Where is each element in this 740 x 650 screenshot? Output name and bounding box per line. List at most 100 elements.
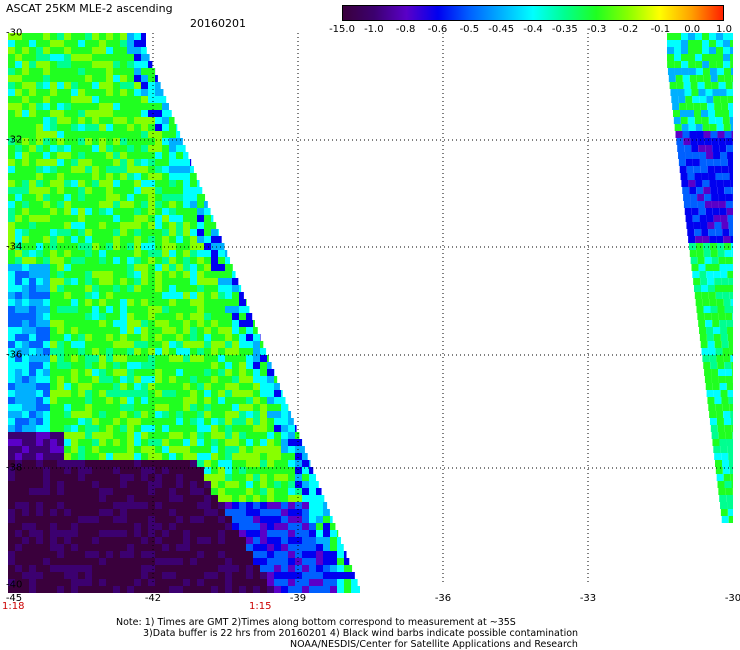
swath-cell bbox=[302, 558, 309, 565]
swath-cell bbox=[183, 208, 190, 215]
swath-cell bbox=[22, 481, 29, 488]
swath-cell bbox=[302, 488, 309, 495]
swath-cell bbox=[197, 299, 204, 306]
swath-cell bbox=[253, 474, 260, 481]
swath-cell bbox=[120, 257, 127, 264]
swath-cell bbox=[120, 124, 127, 131]
swath-cell bbox=[57, 565, 64, 572]
swath-cell bbox=[120, 292, 127, 299]
swath-cell bbox=[344, 565, 351, 572]
swath-cell bbox=[50, 194, 57, 201]
swath-cell bbox=[106, 33, 113, 40]
swath-cell bbox=[92, 103, 99, 110]
swath-cell bbox=[85, 159, 92, 166]
swath-cell bbox=[134, 579, 141, 586]
swath-cell bbox=[71, 54, 78, 61]
swath-cell bbox=[169, 481, 176, 488]
swath-cell bbox=[71, 278, 78, 285]
swath-cell bbox=[15, 145, 22, 152]
swath-cell bbox=[169, 236, 176, 243]
swath-cell bbox=[15, 523, 22, 530]
swath-cell bbox=[316, 551, 323, 558]
swath-cell bbox=[204, 369, 211, 376]
swath-cell bbox=[176, 229, 183, 236]
swath-cell bbox=[22, 166, 29, 173]
swath-cell bbox=[57, 271, 64, 278]
swath-cell bbox=[134, 334, 141, 341]
swath-cell bbox=[92, 54, 99, 61]
swath-cell bbox=[57, 418, 64, 425]
swath-cell bbox=[78, 523, 85, 530]
swath-cell bbox=[134, 383, 141, 390]
swath-cell bbox=[204, 579, 211, 586]
swath-cell bbox=[36, 159, 43, 166]
swath-cell bbox=[183, 243, 190, 250]
swath-cell bbox=[197, 488, 204, 495]
swath-cell bbox=[190, 187, 197, 194]
swath-cell bbox=[8, 215, 15, 222]
swath-cell bbox=[204, 334, 211, 341]
swath-cell bbox=[176, 313, 183, 320]
swath-cell bbox=[8, 89, 15, 96]
swath-cell bbox=[71, 292, 78, 299]
swath-cell bbox=[8, 488, 15, 495]
swath-cell bbox=[706, 327, 714, 334]
swath-cell bbox=[725, 488, 733, 495]
swath-cell bbox=[85, 124, 92, 131]
swath-cell bbox=[99, 264, 106, 271]
swath-cell bbox=[330, 537, 337, 544]
swath-cell bbox=[43, 61, 50, 68]
swath-cell bbox=[225, 509, 232, 516]
swath-cell bbox=[43, 474, 50, 481]
swath-cell bbox=[190, 236, 197, 243]
swath-cell bbox=[50, 215, 57, 222]
swath-cell bbox=[183, 166, 190, 173]
swath-cell bbox=[85, 460, 92, 467]
swath-cell bbox=[190, 299, 197, 306]
swath-cell bbox=[197, 523, 204, 530]
swath-cell bbox=[169, 278, 176, 285]
swath-cell bbox=[64, 285, 71, 292]
swath-cell bbox=[78, 488, 85, 495]
swath-cell bbox=[267, 579, 274, 586]
swath-cell bbox=[8, 376, 15, 383]
swath-cell bbox=[85, 495, 92, 502]
swath-cell bbox=[85, 110, 92, 117]
swath-cell bbox=[50, 572, 57, 579]
swath-cell bbox=[699, 271, 707, 278]
swath-cell bbox=[281, 397, 286, 404]
swath-cell bbox=[92, 397, 99, 404]
swath-cell bbox=[85, 152, 92, 159]
swath-cell bbox=[162, 523, 169, 530]
swath-cell bbox=[253, 565, 260, 572]
swath-cell bbox=[309, 551, 316, 558]
swath-cell bbox=[162, 229, 169, 236]
swath-cell bbox=[120, 306, 127, 313]
swath-cell bbox=[85, 299, 92, 306]
swath-cell bbox=[183, 579, 190, 586]
swath-cell bbox=[211, 467, 218, 474]
swath-cell bbox=[204, 439, 211, 446]
swath-cell bbox=[323, 579, 330, 586]
swath-cell bbox=[127, 299, 134, 306]
swath-cell bbox=[274, 495, 281, 502]
swath-cell bbox=[204, 208, 211, 215]
swath-cell bbox=[267, 397, 274, 404]
swath-cell bbox=[43, 124, 50, 131]
swath-cell bbox=[197, 236, 204, 243]
swath-cell bbox=[99, 369, 106, 376]
swath-cell bbox=[176, 180, 183, 187]
swath-cell bbox=[29, 299, 36, 306]
swath-cell bbox=[267, 453, 274, 460]
swath-cell bbox=[218, 257, 225, 264]
swath-cell bbox=[162, 145, 169, 152]
swath-cell bbox=[169, 166, 176, 173]
swath-cell bbox=[71, 348, 78, 355]
swath-cell bbox=[99, 453, 106, 460]
swath-cell bbox=[667, 47, 674, 54]
swath-cell bbox=[92, 68, 99, 75]
swath-cell bbox=[281, 432, 288, 439]
swath-cell bbox=[99, 509, 106, 516]
swath-cell bbox=[718, 313, 726, 320]
swath-cell bbox=[155, 194, 162, 201]
